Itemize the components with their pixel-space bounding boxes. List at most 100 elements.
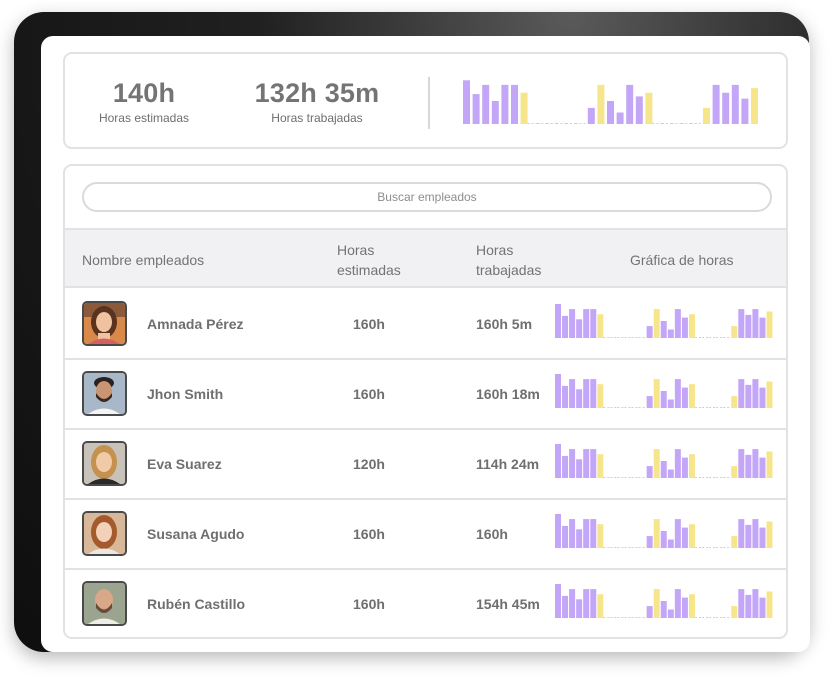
employee-worked-hours: 114h 24m — [476, 456, 540, 472]
estimated-hours-label: Horas estimadas — [98, 111, 190, 125]
chart-bar — [766, 311, 773, 338]
chart-bar — [745, 594, 752, 618]
employee-worked-hours: 160h — [476, 526, 508, 542]
search-bar — [65, 166, 786, 228]
chart-bar — [738, 309, 745, 338]
chart-bar — [646, 536, 653, 548]
chart-bar — [590, 379, 597, 408]
summary-hours-chart — [463, 80, 758, 124]
chart-bar — [583, 379, 590, 408]
chart-bar — [766, 381, 773, 408]
table-row[interactable]: Susana Agudo 160h 160h — [65, 500, 786, 570]
employee-estimated-hours: 120h — [353, 456, 385, 472]
chart-bar — [681, 527, 688, 548]
employee-name: Susana Agudo — [147, 526, 245, 542]
chart-bar — [583, 519, 590, 548]
chart-bar — [587, 107, 595, 124]
chart-bar — [569, 309, 576, 338]
chart-bar — [688, 594, 695, 618]
chart-bar — [635, 96, 643, 124]
chart-bar — [667, 329, 674, 338]
chart-bar — [745, 524, 752, 548]
chart-bar — [759, 317, 766, 338]
chart-bar — [752, 589, 759, 618]
app-screen: 140h Horas estimadas 132h 35m Horas trab… — [41, 36, 810, 652]
chart-bar — [731, 536, 738, 548]
chart-bar — [667, 539, 674, 548]
employee-name: Eva Suarez — [147, 456, 222, 472]
chart-bar — [752, 379, 759, 408]
chart-bar — [674, 379, 681, 408]
woman-avatar-icon — [82, 441, 127, 486]
search-input[interactable] — [82, 182, 772, 212]
chart-bar — [731, 396, 738, 408]
worked-hours-stat: 132h 35m Horas trabajadas — [249, 78, 385, 125]
chart-bar — [597, 314, 604, 338]
chart-bar — [667, 609, 674, 618]
chart-bar — [731, 606, 738, 618]
chart-bar — [688, 524, 695, 548]
employee-worked-hours: 160h 18m — [476, 386, 540, 402]
chart-bar — [646, 606, 653, 618]
chart-bar — [491, 101, 499, 124]
worked-hours-label: Horas trabajadas — [271, 111, 363, 125]
woman-avatar-icon — [82, 301, 127, 346]
estimated-hours-value: 140h — [112, 78, 176, 108]
chart-bar — [569, 519, 576, 548]
chart-bar — [653, 379, 660, 408]
chart-bar — [738, 449, 745, 478]
chart-bar — [653, 589, 660, 618]
chart-bar — [752, 519, 759, 548]
header-name: Nombre empleados — [82, 252, 205, 268]
chart-bar — [653, 449, 660, 478]
man-avatar-icon — [82, 581, 127, 626]
chart-bar — [731, 326, 738, 338]
summary-divider — [428, 77, 430, 129]
chart-bar — [660, 601, 667, 618]
chart-bar — [745, 314, 752, 338]
table-row[interactable]: Eva Suarez 120h 114h 24m — [65, 430, 786, 500]
employee-estimated-hours: 160h — [353, 386, 385, 402]
chart-bar — [562, 315, 569, 338]
chart-bar — [520, 92, 528, 124]
chart-bar — [562, 525, 569, 548]
chart-bar — [766, 521, 773, 548]
employee-hours-chart — [555, 514, 773, 548]
chart-bar — [569, 449, 576, 478]
table-row[interactable]: Amnada Pérez 160h 160h 5m — [65, 290, 786, 360]
chart-bar — [562, 385, 569, 408]
chart-bar — [759, 527, 766, 548]
chart-bar — [555, 304, 561, 338]
chart-bar — [712, 84, 720, 124]
chart-bar — [576, 389, 583, 408]
chart-bar — [688, 314, 695, 338]
chart-bar — [745, 454, 752, 478]
chart-bar — [646, 466, 653, 478]
table-row[interactable]: Jhon Smith 160h 160h 18m — [65, 360, 786, 430]
chart-bar — [597, 594, 604, 618]
chart-bar — [752, 309, 759, 338]
employees-table-card: Nombre empleados Horas estimadas Horas t… — [63, 164, 788, 639]
header-estimated-line2: estimadas — [337, 262, 401, 278]
employee-estimated-hours: 160h — [353, 526, 385, 542]
chart-bar — [597, 454, 604, 478]
chart-bar — [738, 519, 745, 548]
chart-bar — [576, 529, 583, 548]
chart-bar — [703, 107, 710, 124]
chart-bar — [616, 112, 624, 124]
chart-bar — [590, 589, 597, 618]
chart-bar — [646, 326, 653, 338]
chart-bar — [660, 391, 667, 408]
chart-bar — [667, 399, 674, 408]
chart-bar — [722, 92, 730, 124]
chart-bar — [752, 449, 759, 478]
chart-bar — [745, 384, 752, 408]
table-row[interactable]: Rubén Castillo 160h 154h 45m — [65, 570, 786, 637]
chart-bar — [590, 309, 597, 338]
chart-bar — [597, 524, 604, 548]
chart-bar — [562, 455, 569, 478]
summary-card: 140h Horas estimadas 132h 35m Horas trab… — [63, 52, 788, 149]
chart-bar — [741, 98, 749, 124]
chart-bar — [597, 84, 605, 124]
chart-bar — [607, 101, 614, 124]
